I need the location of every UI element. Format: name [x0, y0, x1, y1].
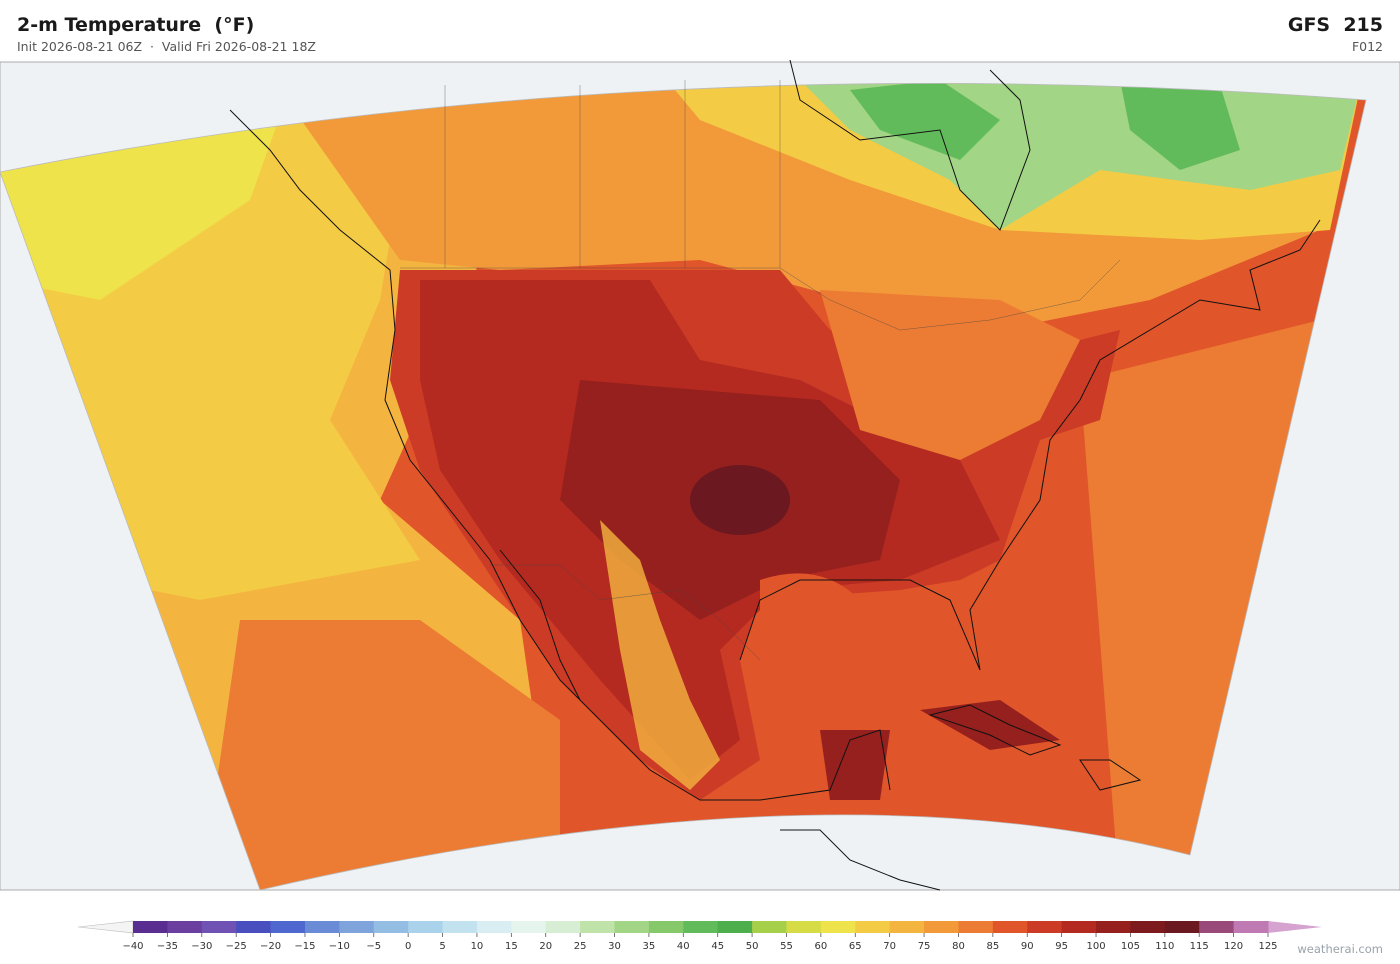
colorbar-segment [1130, 921, 1166, 933]
colorbar-tick-label: 15 [505, 941, 518, 952]
coastlines [229, 59, 1321, 891]
colorbar-over [1268, 921, 1322, 933]
colorbar-segment [683, 921, 719, 933]
forecast-hour: F012 [1351, 39, 1383, 54]
temperature-field [0, 83, 1366, 890]
model: GFS 215 [1287, 14, 1383, 36]
colorbar-tick-label: 120 [1224, 941, 1243, 952]
colorbar-segment [1061, 921, 1097, 933]
colorbar-tick-label: 5 [439, 941, 445, 952]
colorbar-segment [442, 921, 478, 933]
subtitle: Init 2026-08-21 06Z · Valid Fri 2026-08-… [17, 39, 316, 54]
colorbar-tick-label: −25 [226, 941, 247, 952]
colorbar-tick-label: 80 [952, 941, 965, 952]
colorbar-tick-label: 25 [574, 941, 587, 952]
colorbar-segment [373, 921, 409, 933]
colorbar-tick-label: 40 [677, 941, 690, 952]
colorbar-segment [304, 921, 340, 933]
colorbar-tick-label: 125 [1258, 941, 1277, 952]
colorbar-segment [752, 921, 787, 933]
colorbar-tick-label: 115 [1190, 941, 1209, 952]
colorbar-segment [201, 921, 237, 933]
colorbar-tick-label: 60 [815, 941, 828, 952]
colorbar-tick-label: 30 [608, 941, 621, 952]
colorbar-tick-label: 85 [986, 941, 999, 952]
colorbar-tick-label: −15 [294, 941, 315, 952]
colorbar-segment [924, 921, 959, 933]
colorbar-tick-label: −30 [191, 941, 212, 952]
colorbar-segment [236, 921, 272, 933]
colorbar-tick-label: 35 [643, 941, 656, 952]
colorbar-segment [133, 921, 168, 933]
colorbar-segment [270, 921, 306, 933]
colorbar-segment [476, 921, 512, 933]
colorbar-segment [167, 921, 203, 933]
colorbar-segment [339, 921, 375, 933]
title: 2-m Temperature (°F) [17, 14, 255, 36]
colorbar-segment [717, 921, 753, 933]
colorbar-segment [1027, 921, 1063, 933]
colorbar-tick-label: 55 [780, 941, 793, 952]
colorbar-tick-label: 70 [883, 941, 896, 952]
colorbar-segment [889, 921, 925, 933]
colorbar-segment [580, 921, 616, 933]
colorbar-segment [786, 921, 822, 933]
colorbar: −40 −35 −30 −25 −20 −15 −10 −5 0 5 10 15 20 25 30 35 40 4… [77, 920, 1322, 952]
colorbar-tick-label: 90 [1021, 941, 1034, 952]
colorbar-tick-label: 20 [539, 941, 552, 952]
colorbar-segment [1199, 921, 1235, 933]
colorbar-segment [545, 921, 581, 933]
colorbar-under [77, 920, 134, 934]
colorbar-tick-label: 75 [918, 941, 931, 952]
colorbar-segment [408, 921, 444, 933]
colorbar-tick-label: 10 [471, 941, 484, 952]
colorbar-tick-label: 50 [746, 941, 759, 952]
colorbar-tick-label: 0 [405, 941, 411, 952]
colorbar-tick-label: 100 [1086, 941, 1105, 952]
domain-edge [0, 83, 1367, 891]
colorbar-segment [820, 921, 856, 933]
colorbar-tick-label: −10 [329, 941, 350, 952]
borders [400, 80, 1121, 661]
colorbar-tick-label: 95 [1055, 941, 1068, 952]
colorbar-segment [1233, 921, 1269, 933]
colorbar-segment [1096, 921, 1131, 933]
colorbar-segment [648, 921, 684, 933]
colorbar-segment [855, 921, 891, 933]
colorbar-segment [614, 921, 650, 933]
colorbar-segment [1164, 921, 1200, 933]
watermark: weatherai.com [1297, 942, 1383, 956]
colorbar-tick-label: −5 [366, 941, 381, 952]
colorbar-tick-label: −20 [260, 941, 281, 952]
colorbar-tick-label: 110 [1155, 941, 1174, 952]
colorbar-tick-label: 45 [711, 941, 724, 952]
colorbar-tick-label: 105 [1121, 941, 1140, 952]
colorbar-tick-label: −35 [157, 941, 178, 952]
colorbar-segment [992, 921, 1028, 933]
colorbar-tick-label: −40 [122, 941, 143, 952]
colorbar-tick-label: 65 [849, 941, 862, 952]
colorbar-segment [511, 921, 547, 933]
colorbar-segment [958, 921, 994, 933]
